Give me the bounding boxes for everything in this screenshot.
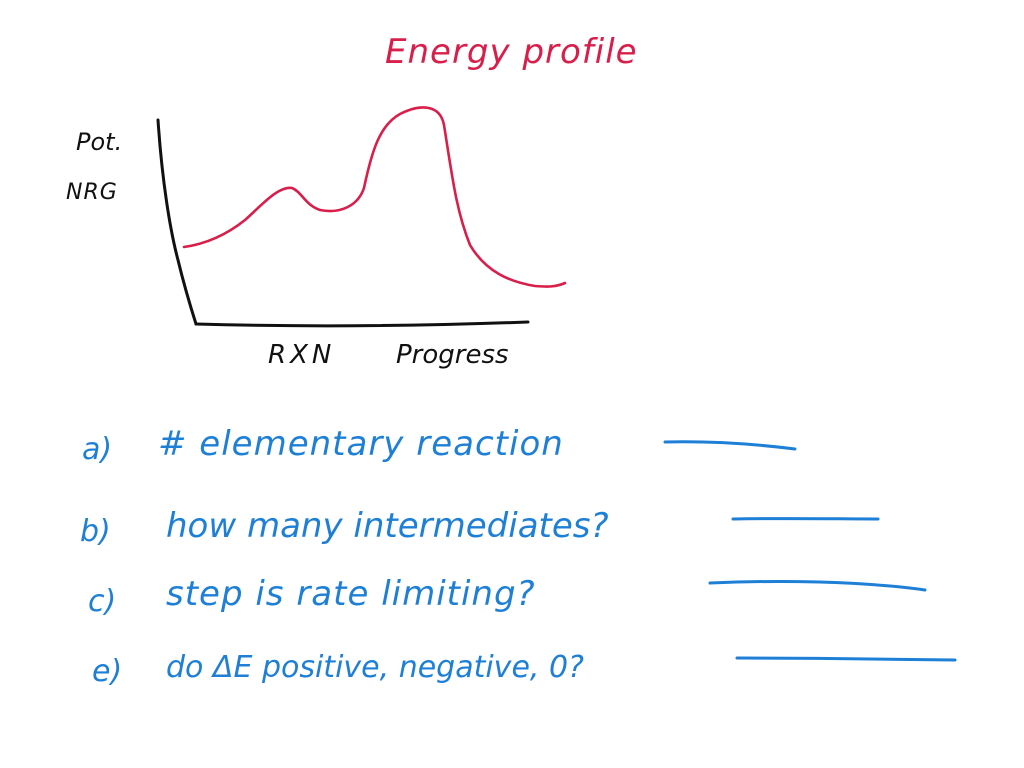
x-axis [194, 320, 530, 328]
question-b-letter: b) [80, 514, 111, 549]
question-e-text: do ΔE positive, negative, 0? [166, 650, 584, 685]
diagram-title: Energy profile [385, 32, 638, 72]
y-axis-label-line-1: Pot. [76, 128, 123, 156]
question-e-letter: e) [92, 654, 123, 689]
question-a-letter: a) [82, 432, 113, 467]
question-a-text: # elementary reaction [158, 424, 564, 464]
y-axis-label-line-2: NRG [66, 180, 118, 205]
question-b-text: how many intermediates? [166, 506, 609, 546]
answer-blank-c[interactable] [708, 579, 927, 592]
question-c-text: step is rate limiting? [166, 574, 536, 614]
answer-blank-e[interactable] [735, 656, 957, 662]
x-axis-label-part-2: Progress [396, 340, 509, 370]
x-axis-label-part-1: RXN [268, 340, 336, 370]
answer-blank-a[interactable] [663, 440, 797, 451]
question-c-letter: c) [88, 584, 117, 619]
energy-curve [182, 106, 567, 288]
y-axis [156, 118, 198, 326]
